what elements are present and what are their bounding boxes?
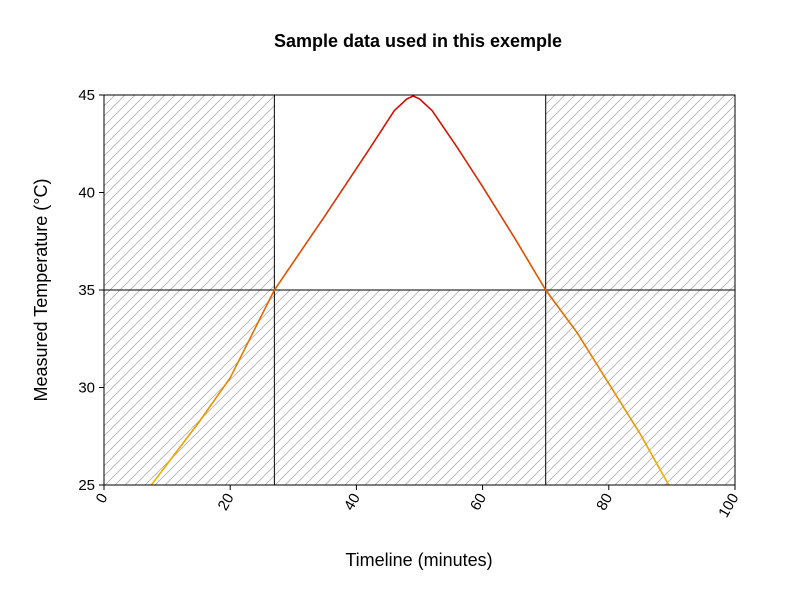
y-tick-label: 25 [78,477,95,494]
x-tick-label: 40 [341,491,364,514]
hatched-region-bottom [274,290,546,485]
chart-title: Sample data used in this exemple [274,31,562,51]
y-axis-label: Measured Temperature (°C) [31,179,51,402]
x-tick-label: 20 [215,491,238,514]
x-tick-label: 80 [593,491,616,514]
x-tick-label: 60 [467,491,490,514]
y-tick-label: 35 [78,282,95,299]
series-line [150,95,670,486]
y-tick-label: 30 [78,380,95,397]
x-tick-label: 0 [93,491,112,507]
y-tick-label: 40 [78,185,95,202]
x-tick-label: 100 [715,491,742,521]
x-axis-ticks: 0 20 40 60 80 100 [93,485,742,521]
y-axis-ticks: 25 30 35 40 45 [78,87,104,494]
y-tick-label: 45 [78,87,95,104]
x-axis-label: Timeline (minutes) [345,550,492,570]
